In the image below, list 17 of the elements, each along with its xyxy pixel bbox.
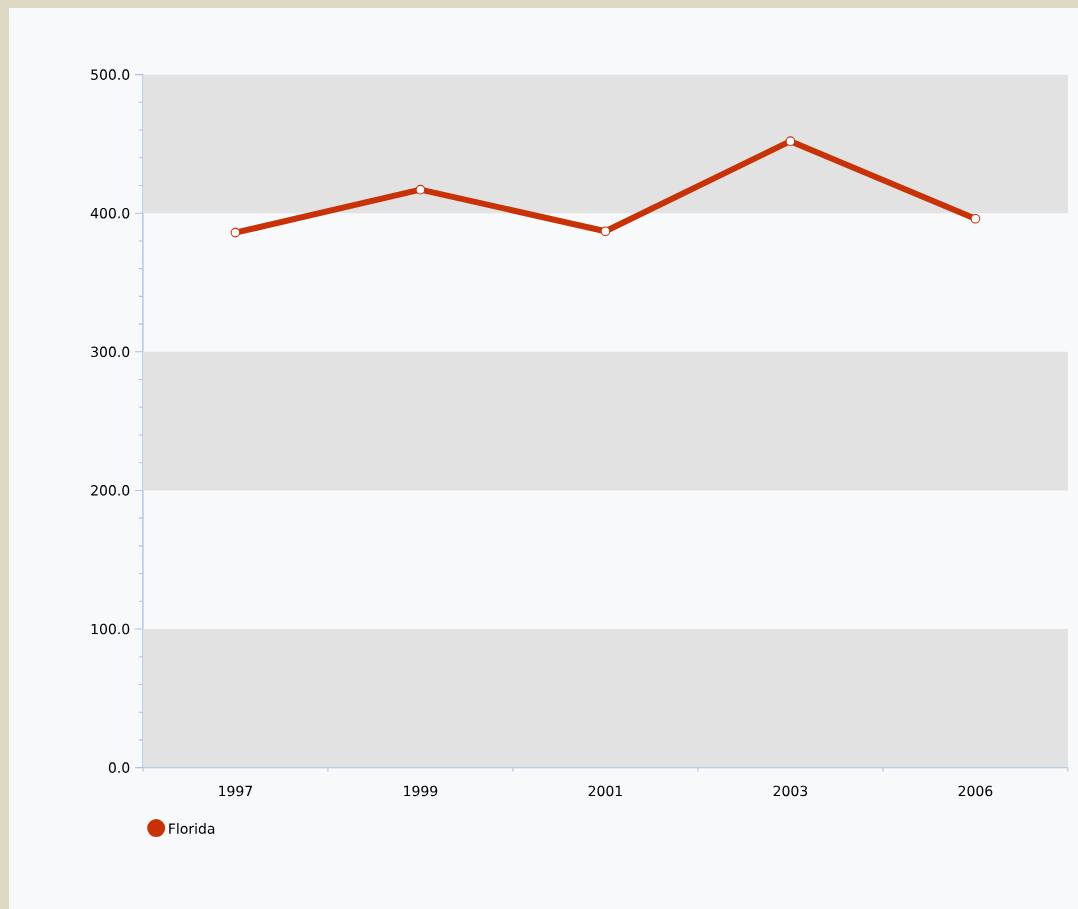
point xyxy=(415,184,426,195)
legend-label: Florida xyxy=(169,823,215,834)
x-tick-label: 2001 xyxy=(588,785,622,797)
x-tick-label: 1999 xyxy=(404,785,438,797)
point xyxy=(970,213,981,224)
point xyxy=(230,227,241,238)
x-tick-label: 1997 xyxy=(219,785,253,797)
x-tick-label: 2003 xyxy=(773,785,808,797)
y-tick-label: 0.0 xyxy=(108,762,130,773)
y-tick-label: 100.0 xyxy=(91,623,130,635)
point xyxy=(785,136,796,146)
y-tick-label: 500.0 xyxy=(91,69,130,80)
y-tick-label: 300.0 xyxy=(91,346,130,358)
y-tick-label: 200.0 xyxy=(91,485,130,496)
x-tick-label: 2006 xyxy=(958,785,993,797)
y-tick-label: 400.0 xyxy=(90,207,130,219)
point xyxy=(600,226,611,237)
